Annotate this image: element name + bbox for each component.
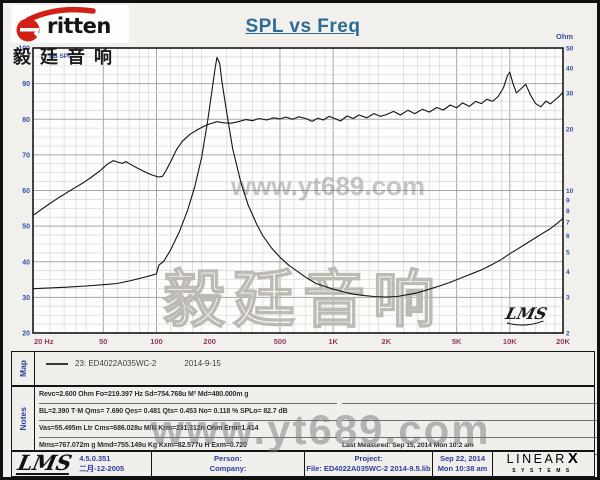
x-tick-label: 50: [99, 337, 107, 346]
footer-person-cell: Person: Company:: [152, 452, 305, 476]
y-right-tick-label: 6: [566, 233, 570, 240]
company-label: Company:: [209, 464, 247, 473]
y-left-tick-label: 70: [22, 152, 30, 159]
lms-chart-mark-underline: [506, 320, 544, 326]
y-left-tick-label: 80: [22, 117, 30, 124]
cjk-watermark: 毅廷音响: [163, 266, 443, 335]
notes-panel-strip: Notes: [12, 387, 35, 450]
spl-freq-chart: 毅廷音响 www.yt689.com 100 90 80 70 60 50 40 30 20 50 40…: [18, 46, 574, 347]
y-right-tick-label: 8: [566, 208, 570, 215]
x-tick-label: 20K: [556, 337, 570, 346]
y-right-tick-label: 5: [566, 249, 570, 256]
left-axis-title: dB SPL: [49, 53, 73, 60]
y-right-tick-label: 20: [566, 127, 574, 134]
notes-line-1: Revc=2.600 Ohm Fo=219.397 Hz Sd=754.768u…: [39, 387, 337, 404]
brand-x-text: X: [567, 449, 581, 467]
linearx-logo: LINEAR X SYSTEMS: [493, 449, 594, 476]
x-tick-label: 2K: [382, 337, 392, 346]
legend-line-sample: [46, 362, 68, 365]
y-left-tick-label: 50: [22, 224, 30, 231]
y-right-tick-label: 4: [566, 269, 570, 276]
map-panel-label: Map: [18, 360, 28, 377]
footer-project-cell: Project: File: ED4022A035WC-2 2014-9.5.l…: [305, 452, 433, 476]
footer-bar: LMS 4.5.0.351 二月-12-2005 Person: Company…: [11, 449, 595, 477]
y-left-tick-label: 60: [22, 188, 30, 195]
x-tick-label: 500: [274, 337, 287, 346]
y-left-tick-label: 100: [18, 46, 30, 53]
y-left-tick-label: 20: [22, 331, 30, 338]
notes-parameters: Revc=2.600 Ohm Fo=219.397 Hz Sd=754.768u…: [39, 387, 337, 455]
x-tick-label: 5K: [452, 337, 462, 346]
print-date: Sep 22, 2014: [439, 454, 486, 463]
y-left-tick-label: 90: [22, 81, 30, 88]
legend-date: 2014-9-15: [184, 359, 221, 368]
person-label: Person:: [214, 454, 242, 463]
lms-version-date: 二月-12-2005: [79, 464, 125, 473]
curve-impedance: [32, 56, 564, 298]
notes-panel: Notes Revc=2.600 Ohm Fo=219.397 Hz Sd=75…: [11, 386, 597, 455]
y-left-tick-label: 40: [22, 259, 30, 266]
page-title: SPL vs Freq: [245, 16, 361, 37]
footer-lms-cell: LMS 4.5.0.351 二月-12-2005: [12, 450, 152, 476]
lms-chart-mark-text: LMS: [503, 304, 549, 323]
notes-panel-label: Notes: [18, 406, 28, 431]
y-left-tick-label: 30: [22, 295, 30, 302]
lms-logo: LMS: [15, 450, 75, 475]
site-watermark-chart: www.yt689.com: [230, 171, 425, 201]
x-tick-label: 20 Hz: [34, 337, 54, 346]
notes-empty-rule: [342, 387, 597, 404]
lms-chart-mark: LMS: [503, 304, 549, 326]
logo-wordmark: ritten: [47, 14, 111, 38]
notes-line-3: Vas=55.495m Ltr Cms=686.028u M/N Krm=231…: [39, 421, 337, 438]
y-right-tick-label: 40: [566, 65, 574, 72]
y-right-tick-label: 50: [566, 46, 574, 53]
map-panel-strip: Map: [12, 352, 35, 385]
notes-line-2: BL=2.390 T·M Qms= 7.690 Qes= 0.481 Qts= …: [39, 404, 337, 421]
plot-border: [32, 47, 564, 334]
brand-linear-text: LINEAR: [506, 451, 567, 466]
logo-cjk-text: 毅廷音响: [13, 47, 121, 67]
lms-version: 4.5.0.351: [79, 454, 111, 463]
company-logo: ritten 毅廷音响: [11, 5, 137, 69]
y-right-tick-label: 3: [566, 295, 570, 302]
legend-curve-id: 23: ED4022A035WC-2: [75, 359, 157, 368]
brand-systems-text: SYSTEMS: [512, 467, 575, 474]
legend-row: 23: ED4022A035WC-2 2014-9-15: [46, 359, 221, 368]
logo-swoosh-icon: [16, 6, 96, 42]
footer-date-cell: Sep 22, 2014 Mon 10:38 am: [433, 452, 493, 476]
map-panel: Map 23: ED4022A035WC-2 2014-9-15: [11, 351, 595, 386]
x-tick-label: 10K: [503, 337, 517, 346]
y-right-tick-label: 7: [566, 220, 570, 227]
right-axis-title: Ohm: [556, 32, 574, 41]
x-tick-label: 1K: [328, 337, 338, 346]
y-right-tick-label: 2: [566, 331, 570, 338]
x-tick-label: 100: [150, 337, 163, 346]
curve-spl: [32, 71, 564, 216]
x-tick-label: 200: [203, 337, 216, 346]
y-right-tick-label: 10: [566, 188, 574, 195]
file-name: File: ED4022A035WC-2 2014-9.5.lib: [306, 464, 431, 473]
y-right-tick-label: 30: [566, 91, 574, 98]
project-label: Project:: [354, 454, 383, 463]
print-time: Mon 10:38 am: [437, 464, 488, 473]
notes-ruled-lines: Last Measured: Sep 15, 2014 Mon 10:2 am: [342, 387, 597, 455]
notes-empty-rule: [342, 421, 597, 438]
notes-empty-rule: [342, 404, 597, 421]
y-right-tick-label: 9: [566, 197, 570, 204]
